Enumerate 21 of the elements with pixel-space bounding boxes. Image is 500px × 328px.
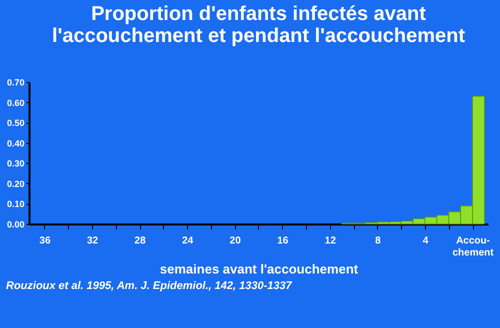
x-axis-title: semaines avant l'accouchement (160, 262, 359, 276)
x-tick-label: 28 (134, 236, 146, 246)
y-tick-label: 0.40 (6, 138, 24, 148)
y-tick-label: 0.00 (6, 220, 24, 230)
text: Rouzioux et al. 1995, Am. J. Epidemiol., 142, 1330-1337 (6, 280, 292, 292)
y-tick-label: 0.60 (6, 98, 24, 108)
x-tick-label: 32 (86, 236, 99, 246)
x-tick-label: 36 (39, 236, 51, 246)
x-tick-label: 16 (277, 236, 289, 246)
x-tick-label: 4 (422, 236, 429, 246)
y-tick-label: 0.20 (6, 178, 24, 189)
chart-title: Proportion d'enfants infectés avant l'accouchement et pendant l'accouchement (52, 3, 466, 47)
y-tick-label: 0.50 (6, 118, 24, 128)
y-tick-label: 0.70 (6, 78, 24, 88)
x-tick-label: 24 (182, 236, 194, 246)
y-tick-label: 0.10 (6, 199, 24, 210)
x-tick-label: 12 (324, 236, 336, 246)
x-tick-label: Accou-chement (452, 236, 494, 258)
y-tick-label: 0.30 (6, 158, 24, 169)
x-tick-label: 8 (375, 236, 382, 246)
x-tick-label: 20 (230, 236, 242, 246)
